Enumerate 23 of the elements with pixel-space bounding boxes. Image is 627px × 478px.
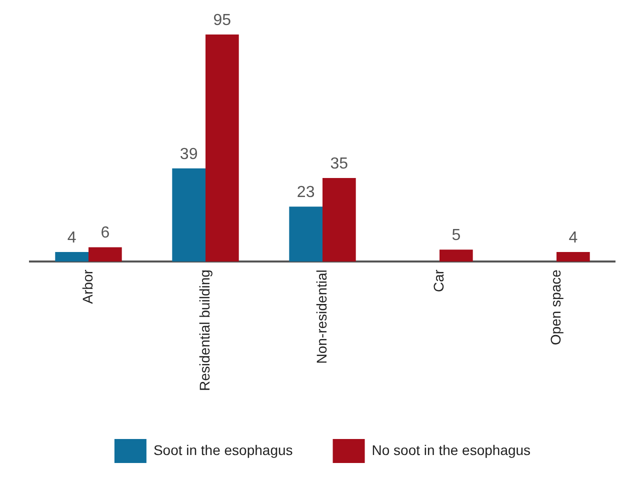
data-label: 4 bbox=[568, 229, 578, 246]
bar bbox=[172, 168, 206, 262]
bar bbox=[289, 206, 322, 262]
bar bbox=[206, 34, 239, 262]
bar bbox=[440, 250, 473, 262]
data-label: 23 bbox=[296, 184, 315, 202]
data-label: 95 bbox=[213, 12, 232, 29]
x-tick-label: Arbor bbox=[79, 269, 96, 304]
bar bbox=[322, 178, 356, 262]
legend-label: Soot in the esophagus bbox=[153, 442, 293, 458]
data-label: 4 bbox=[67, 229, 76, 246]
x-tick-label: Non-residential bbox=[313, 270, 330, 364]
bar bbox=[88, 247, 122, 262]
x-tick-label: Car bbox=[430, 269, 446, 292]
bar bbox=[55, 252, 88, 262]
data-label: 35 bbox=[330, 155, 348, 172]
bar bbox=[556, 252, 590, 262]
data-label: 5 bbox=[452, 227, 461, 244]
x-tick-label: Residential building bbox=[196, 270, 212, 392]
x-tick-label: Open space bbox=[547, 269, 564, 346]
legend-label: No soot in the esophagus bbox=[372, 442, 531, 458]
data-label: 6 bbox=[100, 224, 110, 242]
data-label: 39 bbox=[180, 146, 198, 163]
